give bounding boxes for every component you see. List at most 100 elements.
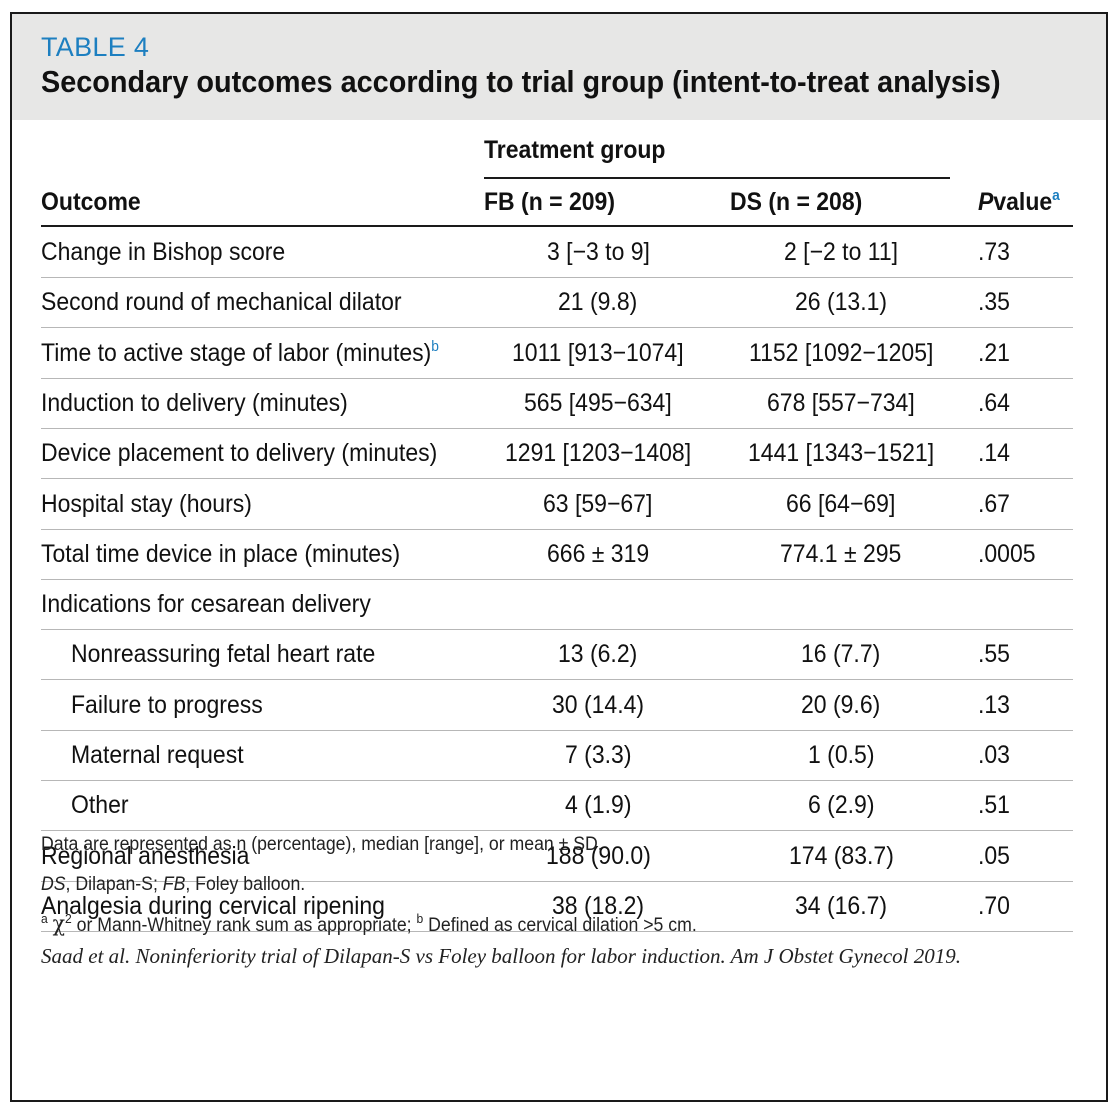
outcome-text: Analgesia during cervical ripening [41,891,385,920]
fb-cell: 63 [59−67] [543,489,653,518]
table-row: Total time device in place (minutes) 666 … [41,530,1073,580]
table-frame: TABLE 4 Secondary outcomes according to … [10,12,1108,1102]
table-subrow: Maternal request 7 (3.3) 1 (0.5) .03 [41,731,1073,781]
outcome-cell: Time to active stage of labor (minutes)b [41,339,439,368]
pvalue-cell: .73 [978,238,1010,266]
outcome-text: Second round of mechanical dilator [41,288,402,317]
outcome-cell: Induction to delivery (minutes) [41,389,348,418]
pvalue-cell: .03 [978,741,1010,769]
table-row: Regional anesthesia 188 (90.0) 174 (83.7).… [41,832,1073,882]
abbr-fb: FB [162,874,186,895]
outcome-cell: Total time device in place (minutes) [41,540,400,569]
table-header: TABLE 4 Secondary outcomes according to … [12,14,1106,120]
ds-cell: 678 [557−734] [767,388,915,417]
statistical-notes: a χ2 or Mann-Whitney rank sum as appropr… [41,912,697,937]
pvalue-cell: .35 [978,288,1010,317]
treatment-group-heading: Treatment group [484,136,666,164]
ds-cell: 1152 [1092−1205] [748,338,934,367]
treatment-group-rule [484,177,950,179]
note-b-text: Defined as cervical dilation >5 cm. [423,915,697,936]
pvalue-cell: .21 [978,338,1010,367]
table-subrow: Other 4 (1.9) 6 (2.9) .51 [41,781,1073,832]
outcome-text: Indications for cesarean delivery [41,590,371,619]
outcome-text: Induction to delivery (minutes) [41,388,348,417]
outcome-cell: Failure to progress [71,691,263,720]
table-row: Second round of mechanical dilator 21 (9.… [41,278,1073,329]
pvalue-cell: .51 [978,791,1010,820]
data-representation-note: Data are represented as n (percentage), … [41,834,603,855]
abbr-ds-text: , Dilapan-S; [65,874,163,895]
table-title: Secondary outcomes according to trial gr… [41,64,1001,99]
ds-cell: 174 (83.7) [788,841,894,870]
outcome-cell: Analgesia during cervical ripening [41,892,385,921]
ds-cell: 1 (0.5) [807,741,875,769]
pvalue-footnote-mark: a [1052,187,1060,204]
fb-cell: 13 (6.2) [558,640,638,669]
pvalue-cell: .64 [978,388,1010,417]
chi-symbol: χ [52,912,66,937]
fb-cell: 38 (18.2) [551,891,645,920]
fb-cell: 3 [−3 to 9] [546,238,650,266]
abbreviations-note: DS, Dilapan-S; FB, Foley balloon. [41,874,305,896]
table-row: Analgesia during cervical ripening 38 (18… [41,882,1073,932]
fb-cell: 7 (3.3) [564,741,632,769]
pvalue-word: value [993,188,1053,216]
outcome-text: Time to active stage of labor (minutes) [41,338,432,367]
pvalue-cell: .05 [978,841,1010,870]
pvalue-p: P [978,188,994,216]
pvalue-cell: .55 [978,640,1010,669]
fb-cell: 1011 [913−1074] [512,338,684,367]
table-row: Indications for cesarean delivery [41,580,1073,631]
ds-cell: 2 [−2 to 11] [783,238,899,266]
outcome-text: Total time device in place (minutes) [41,539,401,568]
table-row: Hospital stay (hours) 63 [59−67] 66 [64−69… [41,480,1073,530]
pvalue-cell: .13 [978,690,1010,719]
table-row: Induction to delivery (minutes) 565 [495−… [41,379,1073,429]
header-rule [41,225,1073,227]
outcome-cell: Second round of mechanical dilator [41,288,402,317]
table-label: TABLE 4 [41,32,150,62]
outcome-text: Device placement to delivery (minutes) [41,439,438,468]
ds-cell: 66 [64−69] [786,489,896,518]
citation: Saad et al. Noninferiority trial of Dila… [41,944,962,968]
outcome-text: Maternal request [71,741,244,769]
table-subrow: Failure to progress 30 (14.4) 20 (9.6) .13 [41,681,1073,731]
abbr-fb-text: , Foley balloon. [185,874,306,895]
chi-exponent: 2 [65,911,72,926]
ds-cell: 16 (7.7) [801,640,881,669]
outcome-text: Nonreassuring fetal heart rate [71,640,376,669]
table-row: Device placement to delivery (minutes) 12… [41,429,1073,480]
outcome-column-header: Outcome [41,188,141,216]
fb-cell: 666 ± 319 [546,539,650,568]
abbr-ds: DS [41,874,66,895]
outcome-cell: Indications for cesarean delivery [41,590,371,619]
ds-column-header: DS (n = 208) [730,188,863,216]
pvalue-cell: .70 [978,891,1010,920]
ds-cell: 20 (9.6) [801,690,881,719]
pvalue-cell: .0005 [978,539,1036,568]
ds-cell: 6 (2.9) [807,791,875,820]
fb-cell: 565 [495−634] [524,388,672,417]
table-row: Change in Bishop score 3 [−3 to 9] 2 [−2 t… [41,228,1073,278]
outcome-cell: Other [71,791,129,820]
ds-cell: 1441 [1343−1521] [747,439,935,468]
note-b-mark: b [416,911,424,926]
footnote-mark: b [431,337,439,355]
fb-cell: 4 (1.9) [564,791,632,820]
outcome-cell: Device placement to delivery (minutes) [41,439,437,468]
fb-cell: 30 (14.4) [551,690,645,719]
table-subrow: Nonreassuring fetal heart rate 13 (6.2) 16… [41,630,1073,681]
outcome-text: Regional anesthesia [41,841,250,870]
outcome-cell: Change in Bishop score [41,238,285,267]
outcome-text: Change in Bishop score [41,238,286,266]
outcome-cell: Nonreassuring fetal heart rate [71,640,375,669]
note-a-mark: a [41,911,48,926]
ds-cell: 26 (13.1) [794,288,888,317]
pvalue-cell: .67 [978,489,1010,518]
outcome-text: Other [71,791,129,820]
pvalue-column-header: Pvaluea [978,188,1060,217]
ds-cell: 774.1 ± 295 [780,539,902,568]
outcome-cell: Regional anesthesia [41,842,249,871]
outcome-text: Hospital stay (hours) [41,489,252,518]
pvalue-cell: .14 [978,439,1010,468]
